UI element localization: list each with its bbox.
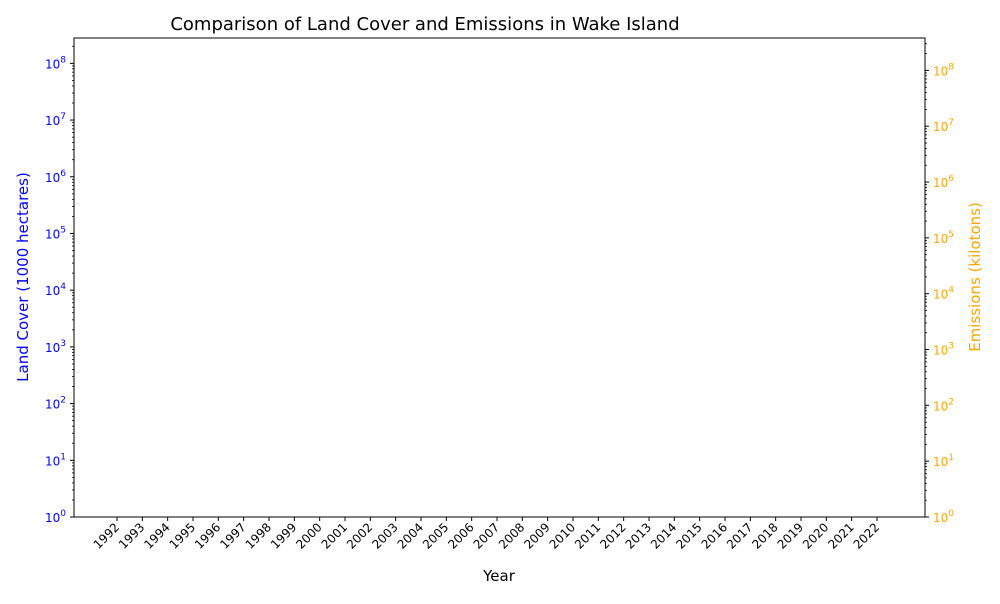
x-tick-label: 2003 — [369, 520, 400, 551]
x-tick-label: 2009 — [521, 520, 552, 551]
x-tick-label: 2005 — [420, 520, 451, 551]
y-tick-label: 108 — [933, 62, 954, 78]
x-tick-label: 1993 — [116, 520, 147, 551]
x-tick-label: 2014 — [648, 520, 679, 551]
x-tick-label: 2011 — [572, 520, 603, 551]
y-tick-label: 103 — [933, 342, 954, 358]
x-tick-label: 1997 — [217, 520, 248, 551]
x-tick-label: 2020 — [800, 520, 831, 551]
y-tick-label: 102 — [933, 397, 954, 413]
x-tick-label: 2000 — [293, 520, 324, 551]
x-tick-label: 2007 — [471, 520, 502, 551]
x-axis: 1992199319941995199619971998199920002001… — [91, 517, 882, 552]
y-axis-left-label: Land Cover (1000 hectares) — [14, 172, 32, 382]
x-tick-label: 2002 — [344, 520, 375, 551]
y-tick-label: 104 — [933, 286, 954, 302]
y-tick-label: 106 — [45, 169, 66, 185]
plot-area — [73, 37, 926, 518]
x-axis-label: Year — [482, 567, 516, 585]
y-axis-right: 100 101 102 103 104 105 106 107 108 — [925, 43, 954, 525]
y-axis-left: 100 101 102 103 104 105 106 107 108 — [45, 45, 74, 525]
x-tick-label: 2012 — [597, 520, 628, 551]
x-tick-label: 2013 — [623, 520, 654, 551]
y-tick-label: 101 — [933, 453, 954, 469]
y-tick-label: 105 — [933, 230, 954, 246]
chart-title: Comparison of Land Cover and Emissions i… — [170, 14, 679, 35]
y-tick-label: 107 — [933, 118, 954, 134]
x-tick-label: 1992 — [91, 520, 122, 551]
y-tick-label: 108 — [45, 55, 66, 71]
x-tick-label: 1996 — [192, 520, 223, 551]
x-tick-label: 2022 — [851, 520, 882, 551]
y-tick-label: 102 — [45, 396, 66, 412]
x-tick-label: 2017 — [724, 520, 755, 551]
x-tick-label: 2001 — [319, 520, 350, 551]
y-tick-label: 101 — [45, 452, 66, 468]
y-tick-label: 100 — [45, 509, 66, 525]
y-tick-label: 107 — [45, 112, 66, 128]
x-tick-label: 1998 — [243, 520, 274, 551]
x-tick-label: 2018 — [749, 520, 780, 551]
y-tick-label: 104 — [45, 282, 66, 298]
x-tick-label: 2010 — [547, 520, 578, 551]
x-tick-label: 1999 — [268, 520, 299, 551]
y-axis-right-label: Emissions (kilotons) — [966, 202, 984, 352]
y-tick-label: 103 — [45, 339, 66, 355]
x-tick-label: 2015 — [673, 520, 704, 551]
x-tick-label: 1995 — [167, 520, 198, 551]
x-tick-label: 2019 — [775, 520, 806, 551]
x-tick-label: 2021 — [825, 520, 856, 551]
x-tick-label: 1994 — [141, 520, 172, 551]
x-tick-label: 2004 — [395, 520, 426, 551]
x-tick-label: 2008 — [496, 520, 527, 551]
x-tick-label: 2006 — [445, 520, 476, 551]
y-tick-label: 100 — [933, 509, 954, 525]
y-tick-label: 105 — [45, 225, 66, 241]
y-tick-label: 106 — [933, 174, 954, 190]
x-tick-label: 2016 — [699, 520, 730, 551]
